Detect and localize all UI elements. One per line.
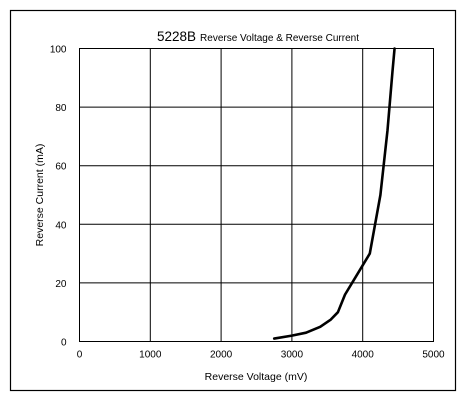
x-tick-label: 4000 — [352, 350, 375, 361]
x-tick-label: 2000 — [210, 350, 233, 361]
plot-area — [79, 48, 434, 342]
x-tick-label: 3000 — [281, 350, 304, 361]
chart-title: 5228B Reverse Voltage & Reverse Current — [157, 29, 359, 44]
y-axis-label: Reverse Current (mA) — [34, 144, 46, 247]
grid — [79, 48, 434, 342]
x-tick-label: 5000 — [422, 350, 445, 361]
chart-subtitle: Reverse Voltage & Reverse Current — [200, 33, 359, 44]
y-tick-label: 0 — [61, 338, 67, 349]
y-tick-label: 100 — [50, 45, 67, 56]
y-tick-labels: 0 20 40 60 80 100 — [50, 45, 67, 349]
y-tick-label: 40 — [55, 220, 67, 231]
x-tick-label: 1000 — [139, 350, 162, 361]
x-axis-label: Reverse Voltage (mV) — [205, 371, 308, 383]
series-line — [272, 47, 396, 340]
y-tick-label: 20 — [55, 279, 67, 290]
x-tick-labels: 0 1000 2000 3000 4000 5000 — [77, 350, 445, 361]
chart-title-main: 5228B — [157, 29, 196, 44]
y-tick-label: 80 — [55, 103, 67, 114]
x-tick-label: 0 — [77, 350, 83, 361]
y-tick-label: 60 — [55, 162, 67, 173]
